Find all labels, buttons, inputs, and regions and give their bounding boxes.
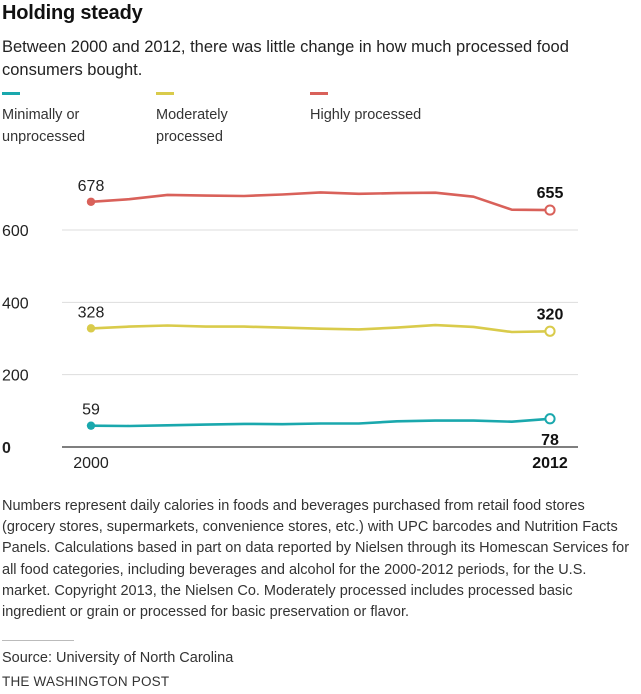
- y-tick-label: 0: [2, 440, 11, 457]
- series-line: [89, 191, 552, 212]
- divider: [2, 640, 74, 641]
- legend-label-line2: unprocessed: [2, 129, 86, 145]
- legend-item-high: Highly processed: [310, 92, 421, 126]
- line-chart: 0 200 400 600 2000 2012 678 655 328 320 59 78: [2, 178, 578, 472]
- legend-swatch-high: [310, 92, 328, 95]
- x-tick-label: 2000: [73, 455, 109, 472]
- series-start-label: 678: [78, 178, 105, 195]
- x-tick-label: 2012: [532, 455, 568, 472]
- series-start-label: 328: [78, 304, 105, 321]
- legend-swatch-minimal: [2, 92, 20, 95]
- legend-label-line1: Moderately: [156, 107, 228, 123]
- series-end-point: [544, 413, 556, 425]
- legend-swatch-moderate: [156, 92, 174, 95]
- y-tick-label: 200: [2, 368, 29, 385]
- legend-item-moderate: Moderately processed: [156, 92, 228, 148]
- series-end-label: 78: [541, 432, 559, 449]
- series-end-label: 655: [537, 185, 564, 202]
- series-start-point: [86, 324, 96, 333]
- credit: THE WASHINGTON POST: [2, 674, 170, 689]
- series-start-label: 59: [82, 402, 100, 419]
- series-end-point: [544, 204, 556, 216]
- series-line: [89, 417, 552, 428]
- y-tick-label: 600: [2, 223, 29, 240]
- legend-label-line2: processed: [156, 129, 223, 145]
- source: Source: University of North Carolina: [2, 650, 234, 666]
- legend-label-line1: Minimally or: [2, 107, 80, 123]
- footnote: Numbers represent daily calories in food…: [2, 498, 630, 621]
- series-line: [89, 323, 552, 334]
- chart-title: Holding steady: [2, 2, 143, 24]
- series-end-point: [544, 325, 556, 337]
- chart-subtitle: Between 2000 and 2012, there was little …: [2, 38, 569, 79]
- legend-label-line1: Highly processed: [310, 107, 422, 123]
- y-tick-label: 400: [2, 295, 29, 312]
- legend-item-minimal: Minimally or unprocessed: [2, 92, 85, 148]
- series-end-label: 320: [537, 306, 564, 323]
- series-start-point: [86, 197, 96, 206]
- series-start-point: [86, 421, 96, 430]
